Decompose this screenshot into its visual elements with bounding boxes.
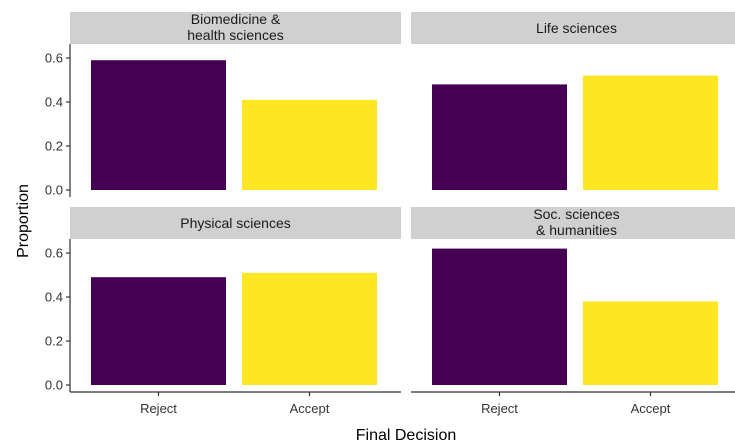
y-tick-label: 0.0 bbox=[45, 378, 63, 393]
bar-life-sciences-reject bbox=[432, 84, 567, 190]
bar-physical-sciences-accept bbox=[242, 272, 377, 385]
x-tick-label: Accept bbox=[290, 401, 330, 416]
y-tick-label: 0.6 bbox=[45, 51, 63, 66]
y-tick-label: 0.6 bbox=[45, 246, 63, 261]
bar-physical-sciences-reject bbox=[91, 277, 226, 385]
panel-strip bbox=[70, 207, 401, 239]
bar-life-sciences-accept bbox=[583, 75, 718, 190]
panel-title: & humanities bbox=[536, 222, 617, 238]
y-tick-label: 0.4 bbox=[45, 95, 63, 110]
panel-title: Biomedicine & bbox=[191, 11, 281, 27]
panel-life-sciences: Life sciences bbox=[411, 12, 735, 190]
panel-soc-sciences-humanities: Soc. sciences& humanities Reject Accept bbox=[411, 206, 735, 416]
x-tick-label: Reject bbox=[481, 401, 518, 416]
panel-strip bbox=[411, 207, 735, 239]
panel-strip bbox=[70, 12, 401, 44]
bar-biomedicine-health-sciences-reject bbox=[91, 60, 226, 191]
y-tick-label: 0.0 bbox=[45, 183, 63, 198]
bar-soc-sciences-humanities-accept bbox=[583, 301, 718, 385]
x-tick-label: Accept bbox=[631, 401, 671, 416]
panel-physical-sciences: Physical sciences 0.0 0.2 0.4 0.6 Reject Accep… bbox=[45, 207, 401, 416]
panel-biomedicine-health-sciences: Biomedicine &health sciences 0.0 0.2 0.4 0.6 bbox=[45, 11, 401, 198]
y-axis-title: Proportion bbox=[15, 184, 32, 258]
panel-title: Soc. sciences bbox=[533, 206, 619, 222]
panel-title: Physical sciences bbox=[180, 215, 291, 231]
y-tick-label: 0.4 bbox=[45, 290, 63, 305]
y-tick-label: 0.2 bbox=[45, 334, 63, 349]
x-axis-title: Final Decision bbox=[356, 427, 456, 444]
x-tick-label: Reject bbox=[140, 401, 177, 416]
y-tick-label: 0.2 bbox=[45, 139, 63, 154]
bar-biomedicine-health-sciences-accept bbox=[242, 99, 377, 190]
bar-soc-sciences-humanities-reject bbox=[432, 248, 567, 385]
panel-title: health sciences bbox=[187, 27, 284, 43]
panel-strip bbox=[411, 12, 735, 44]
panel-title: Life sciences bbox=[536, 20, 617, 36]
